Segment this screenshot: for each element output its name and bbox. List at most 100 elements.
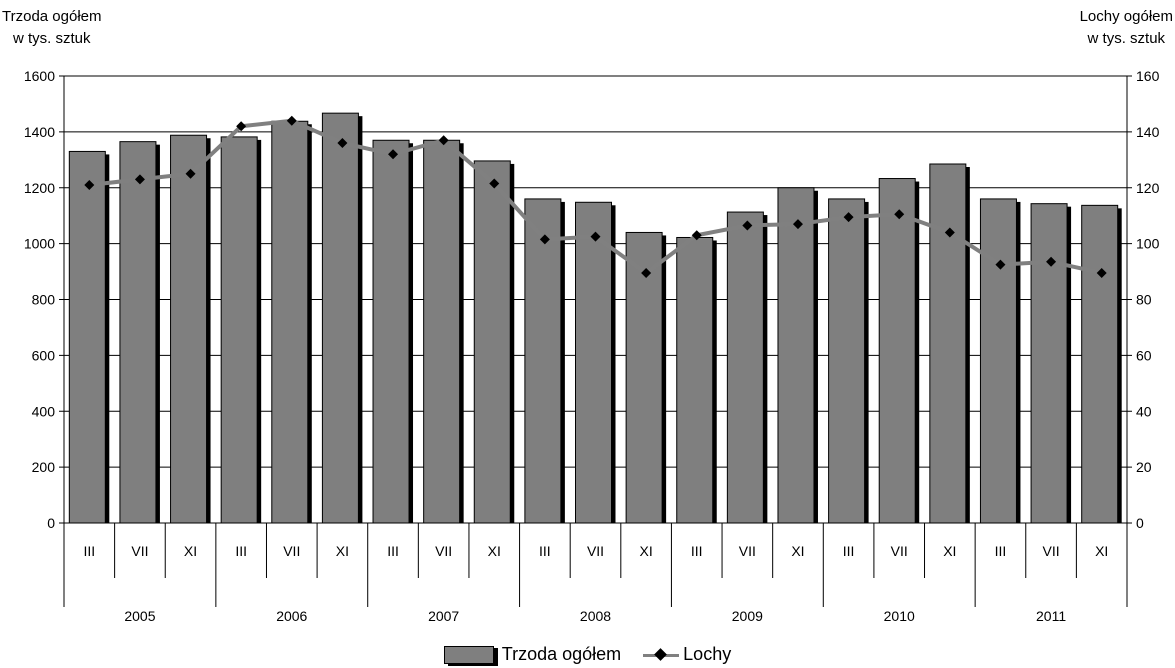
right-axis-title: Lochy ogółem w tys. sztuk	[1080, 6, 1173, 50]
left-tick-label: 0	[47, 515, 55, 531]
month-tick-label: III	[843, 543, 855, 559]
legend-item-line: Lochy	[643, 644, 731, 665]
bar	[777, 187, 815, 524]
right-tick-label: 0	[1136, 515, 1144, 531]
left-axis-title-line1: Trzoda ogółem	[2, 8, 102, 25]
month-tick-label: III	[235, 543, 247, 559]
left-tick-label: 800	[32, 292, 56, 308]
left-tick-label: 600	[32, 347, 56, 363]
line-point-marker	[641, 267, 652, 278]
month-tick-label: VII	[283, 543, 300, 559]
legend-item-bars: Trzoda ogółem	[443, 644, 622, 665]
right-axis-title-line2: w tys. sztuk	[1087, 30, 1166, 47]
line-point-marker	[539, 234, 550, 245]
line-point-marker	[1046, 256, 1057, 267]
right-axis-title-line1: Lochy ogółem	[1079, 8, 1173, 25]
line-point-marker	[691, 230, 702, 241]
year-tick-label: 2005	[124, 608, 155, 624]
month-tick-label: XI	[640, 543, 653, 559]
month-tick-label: VII	[891, 543, 908, 559]
legend: Trzoda ogółem Lochy	[0, 644, 1175, 665]
line-point-marker	[185, 168, 196, 179]
year-tick-label: 2007	[428, 608, 459, 624]
month-tick-label: VII	[587, 543, 604, 559]
left-tick-label: 200	[32, 459, 56, 475]
line-point-marker	[843, 212, 854, 223]
month-tick-label: VII	[435, 543, 452, 559]
bar	[423, 139, 461, 524]
bar	[575, 201, 612, 524]
line-point-marker	[438, 135, 449, 146]
line-point-marker	[388, 149, 399, 160]
right-tick-label: 20	[1136, 459, 1152, 475]
plot-frame	[63, 75, 1128, 524]
month-tick-label: III	[995, 543, 1007, 559]
year-tick-label: 2010	[884, 608, 915, 624]
line-point-marker	[944, 227, 955, 238]
bar	[68, 150, 106, 524]
right-tick-label: 140	[1136, 124, 1160, 140]
line-point-marker	[1096, 267, 1107, 278]
legend-line-label: Lochy	[683, 644, 732, 664]
month-tick-label: VII	[1043, 543, 1060, 559]
bar	[473, 160, 511, 524]
left-axis-title-line2: w tys. sztuk	[12, 30, 91, 47]
right-tick-label: 120	[1136, 180, 1160, 196]
bar	[929, 163, 967, 524]
left-tick-label: 1600	[24, 68, 55, 84]
month-tick-label: III	[387, 543, 399, 559]
month-tick-label: XI	[943, 543, 956, 559]
right-tick-label: 40	[1136, 403, 1152, 419]
month-tick-label: XI	[488, 543, 501, 559]
month-tick-label: III	[83, 543, 95, 559]
bar	[1030, 203, 1068, 524]
bar	[625, 231, 663, 524]
left-axis-title: Trzoda ogółem w tys. sztuk	[2, 6, 102, 50]
left-tick-label: 1000	[24, 236, 55, 252]
month-tick-label: XI	[336, 543, 349, 559]
right-tick-label: 160	[1136, 68, 1160, 84]
left-tick-label: 1200	[24, 180, 55, 196]
year-tick-label: 2006	[276, 608, 307, 624]
month-tick-label: VII	[131, 543, 148, 559]
combo-chart: 0 200 400 600 800 1000 1200 1400 1600 0 20 40 60 80 10…	[24, 68, 1160, 624]
month-tick-label: III	[691, 543, 703, 559]
bar	[372, 139, 410, 524]
right-tick-label: 100	[1136, 236, 1160, 252]
line-point-marker	[590, 231, 601, 242]
left-tick-label: 1400	[24, 124, 55, 140]
year-tick-label: 2008	[580, 608, 611, 624]
bar	[220, 136, 258, 524]
bar	[524, 198, 562, 524]
left-tick-label: 400	[32, 403, 56, 419]
legend-bar-label: Trzoda ogółem	[501, 644, 622, 664]
right-tick-label: 80	[1136, 292, 1152, 308]
legend-bar-swatch	[443, 645, 494, 664]
bar	[828, 198, 866, 524]
bar	[878, 178, 916, 524]
month-tick-label: III	[539, 543, 551, 559]
bar	[676, 236, 714, 524]
bar	[726, 211, 764, 524]
line-point-marker	[134, 174, 145, 185]
bar	[1081, 204, 1119, 524]
year-tick-label: 2011	[1036, 608, 1066, 624]
line-point-marker	[894, 209, 905, 220]
line-point-marker	[792, 219, 803, 230]
month-tick-label: XI	[791, 543, 804, 559]
month-tick-label: XI	[184, 543, 197, 559]
bar	[119, 141, 157, 524]
line-point-marker	[236, 121, 247, 132]
bar	[321, 112, 359, 524]
line-point-marker	[84, 179, 95, 190]
month-tick-label: VII	[739, 543, 756, 559]
line-point-marker	[337, 138, 348, 149]
line-point-marker	[995, 259, 1006, 270]
bar	[170, 134, 208, 524]
line-point-marker	[286, 115, 297, 126]
line-point-marker	[489, 178, 500, 189]
bar	[979, 198, 1017, 524]
right-tick-label: 60	[1136, 347, 1152, 363]
bar	[271, 120, 309, 524]
year-tick-label: 2009	[732, 608, 763, 624]
